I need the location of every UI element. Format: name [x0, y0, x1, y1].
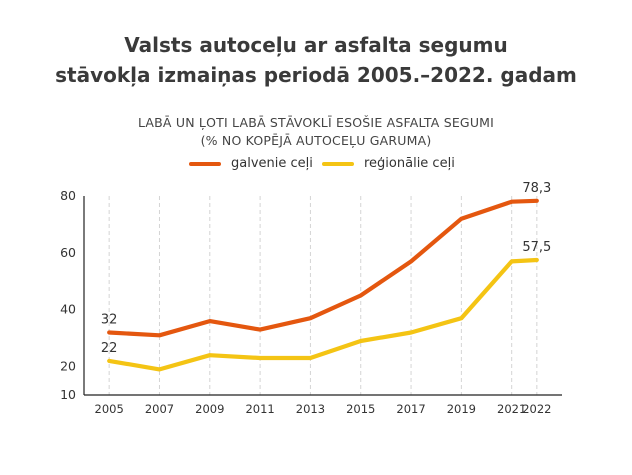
chart-legend: galvenie ceļi reģionālie ceļi	[0, 156, 632, 176]
chart-title-line-1: Valsts autoceļu ar asfalta segumu	[124, 33, 508, 57]
data-label: 78,3	[522, 181, 551, 196]
x-tick-label: 2019	[447, 402, 476, 416]
legend-label-main-roads: galvenie ceļi	[231, 156, 313, 171]
chart-title: Valsts autoceļu ar asfalta segumu stāvok…	[0, 30, 632, 90]
data-label: 22	[101, 341, 118, 356]
x-tick-label: 2017	[396, 402, 425, 416]
grid-layer	[108, 196, 538, 395]
y-tick-label: 10	[60, 387, 76, 402]
legend-item-main-roads: galvenie ceļi	[189, 156, 313, 171]
series-line-0	[107, 198, 539, 338]
x-tick-label: 2011	[245, 402, 274, 416]
y-tick-label: 60	[60, 245, 76, 260]
x-tick-label: 2009	[195, 402, 224, 416]
y-tick-label: 40	[60, 302, 76, 317]
y-tick-label: 20	[60, 359, 76, 374]
legend-item-regional-roads: reģionālie ceļi	[322, 156, 455, 171]
legend-label-regional-roads: reģionālie ceļi	[364, 156, 455, 171]
x-tick-label: 2005	[95, 402, 124, 416]
chart-subtitle: LABĀ UN ĻOTI LABĀ STĀVOKLĪ ESOŠIE ASFALT…	[0, 114, 632, 150]
label-layer: 32 78,3 22 57,5	[101, 181, 551, 356]
series-line-1	[107, 257, 539, 372]
series-layer	[107, 198, 539, 372]
legend-swatch-main-roads	[189, 161, 221, 166]
chart-subtitle-line-1: LABĀ UN ĻOTI LABĀ STĀVOKLĪ ESOŠIE ASFALT…	[137, 115, 495, 130]
y-tick-label: 80	[60, 188, 76, 203]
x-tick-label: 2022	[522, 402, 551, 416]
x-tick-label: 2007	[145, 402, 174, 416]
data-label: 32	[101, 312, 118, 327]
x-tick-label: 2013	[296, 402, 325, 416]
axis-layer: 80 60 40 20 10 2005 2007 2009 2011 2013 2015 2017 20…	[60, 188, 562, 416]
x-tick-label: 2021	[497, 402, 526, 416]
chart-subtitle-line-2: (% NO KOPĒJĀ AUTOCEĻU GARUMA)	[200, 133, 432, 148]
data-label: 57,5	[522, 240, 551, 255]
legend-swatch-regional-roads	[322, 161, 354, 166]
x-tick-label: 2015	[346, 402, 375, 416]
chart-title-line-2: stāvokļa izmaiņas periodā 2005.–2022. ga…	[55, 63, 577, 87]
